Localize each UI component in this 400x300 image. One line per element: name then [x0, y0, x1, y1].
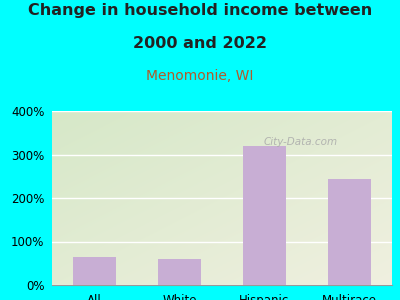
Text: Change in household income between: Change in household income between — [28, 3, 372, 18]
Bar — [73, 257, 116, 285]
Text: 2000 and 2022: 2000 and 2022 — [133, 36, 267, 51]
Text: Menomonie, WI: Menomonie, WI — [146, 69, 254, 83]
Bar — [243, 146, 286, 285]
Bar — [158, 259, 201, 285]
Bar — [328, 179, 371, 285]
Text: City-Data.com: City-Data.com — [263, 137, 337, 147]
